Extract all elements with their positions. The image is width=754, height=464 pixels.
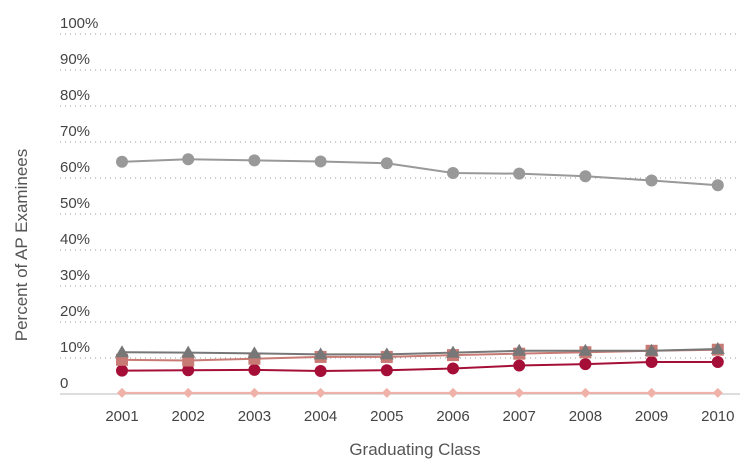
- x-axis-tick-labels: 2001 2002 2003 2004 2005 2006 2007 2008 2009 2010: [105, 408, 734, 425]
- y-tick-label: 80%: [60, 87, 90, 104]
- data-point: [116, 156, 128, 168]
- y-tick-label: 70%: [60, 123, 90, 140]
- y-tick-label: 30%: [60, 267, 90, 284]
- x-tick-label: 2004: [304, 408, 337, 425]
- data-point: [713, 388, 723, 398]
- data-point: [315, 155, 327, 167]
- data-point: [448, 388, 458, 398]
- x-tick-label: 2008: [569, 408, 602, 425]
- data-point: [447, 362, 459, 374]
- data-point: [513, 360, 525, 372]
- data-point: [647, 388, 657, 398]
- data-point: [117, 388, 127, 398]
- data-point: [182, 153, 194, 165]
- y-tick-label: 0: [60, 375, 68, 392]
- x-tick-label: 2003: [238, 408, 271, 425]
- data-point: [183, 388, 193, 398]
- data-point: [382, 388, 392, 398]
- data-point: [248, 154, 260, 166]
- data-point: [579, 358, 591, 370]
- data-point: [579, 170, 591, 182]
- data-point: [249, 388, 259, 398]
- x-tick-label: 2002: [172, 408, 205, 425]
- data-point: [116, 365, 128, 377]
- x-axis-title: Graduating Class: [349, 440, 480, 459]
- x-tick-label: 2006: [436, 408, 469, 425]
- x-tick-label: 2007: [503, 408, 536, 425]
- data-point: [115, 345, 129, 357]
- series-group: [115, 153, 725, 398]
- x-tick-label: 2010: [701, 408, 734, 425]
- y-tick-label: 50%: [60, 195, 90, 212]
- x-tick-label: 2009: [635, 408, 668, 425]
- data-point: [381, 364, 393, 376]
- series-5: [117, 388, 723, 398]
- x-tick-label: 2001: [105, 408, 138, 425]
- data-point: [315, 365, 327, 377]
- series-line: [122, 159, 718, 185]
- data-point: [381, 157, 393, 169]
- data-point: [646, 356, 658, 368]
- series-line: [122, 362, 718, 371]
- data-point: [712, 356, 724, 368]
- data-point: [316, 388, 326, 398]
- data-point: [513, 168, 525, 180]
- series-1: [116, 153, 724, 191]
- data-point: [248, 364, 260, 376]
- y-tick-label: 20%: [60, 303, 90, 320]
- y-axis-title: Percent of AP Examinees: [12, 149, 31, 341]
- series-line: [122, 349, 718, 354]
- data-point: [580, 388, 590, 398]
- y-tick-label: 90%: [60, 51, 90, 68]
- gridlines: [60, 34, 740, 394]
- data-point: [447, 167, 459, 179]
- data-point: [514, 388, 524, 398]
- data-point: [646, 175, 658, 187]
- y-tick-label: 100%: [60, 15, 98, 32]
- y-tick-label: 40%: [60, 231, 90, 248]
- y-tick-label: 10%: [60, 339, 90, 356]
- y-tick-label: 60%: [60, 159, 90, 176]
- y-axis-tick-labels: 0 10% 20% 30% 40% 50% 60% 70% 80% 90% 100%: [60, 15, 98, 392]
- x-tick-label: 2005: [370, 408, 403, 425]
- data-point: [712, 179, 724, 191]
